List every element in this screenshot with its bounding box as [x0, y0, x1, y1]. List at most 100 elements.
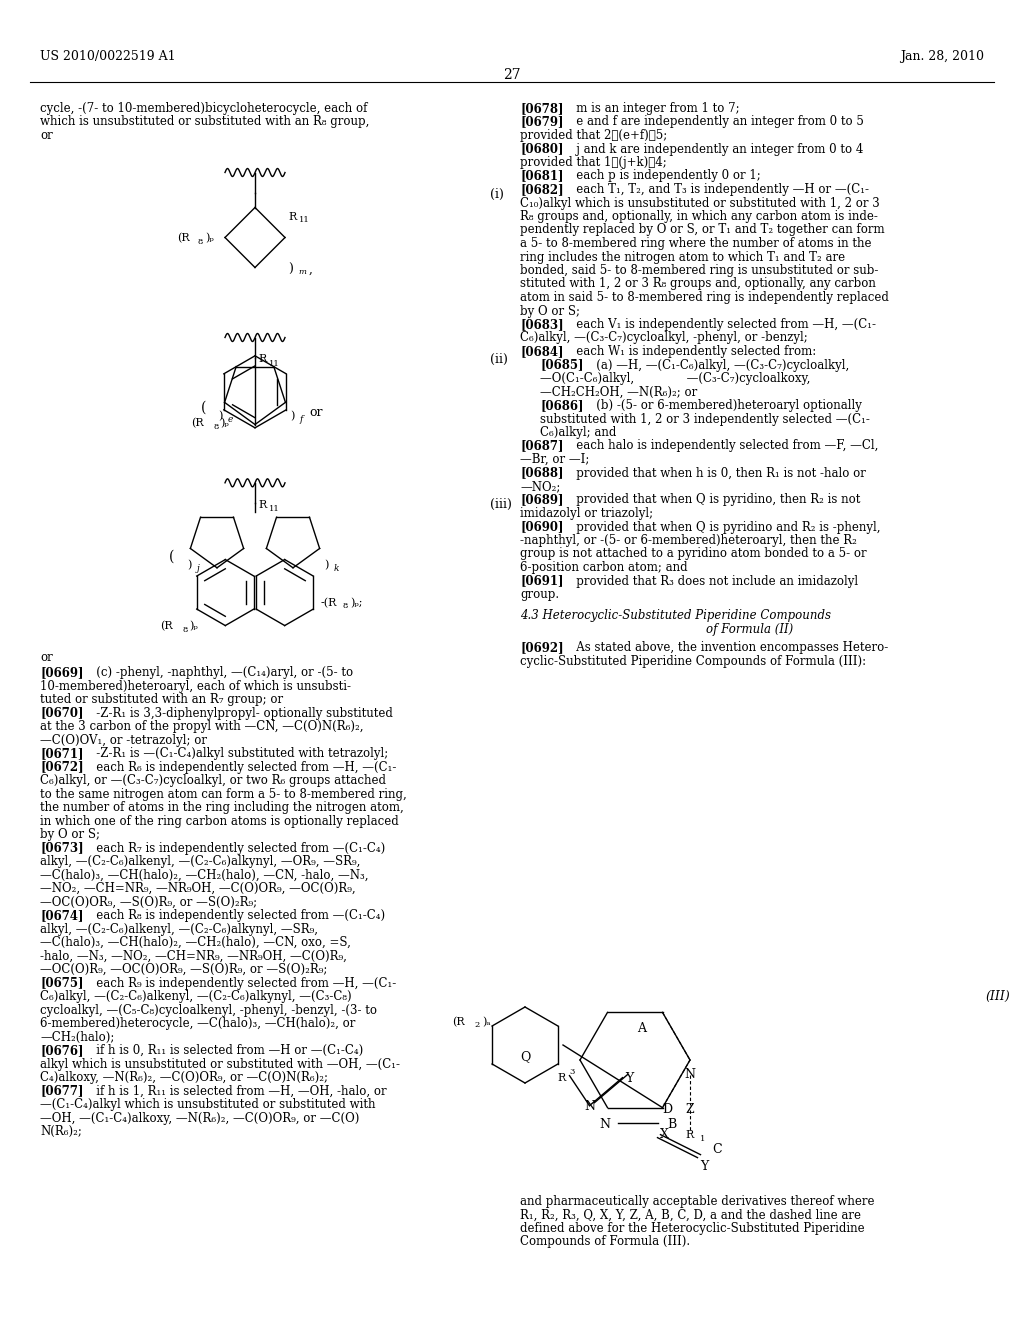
Text: [0691]: [0691] [520, 574, 563, 587]
Text: group.: group. [520, 587, 559, 601]
Text: N: N [599, 1118, 610, 1131]
Text: 10-membered)heteroaryl, each of which is unsubsti-: 10-membered)heteroaryl, each of which is… [40, 680, 351, 693]
Text: substituted with 1, 2 or 3 independently selected —(C₁-: substituted with 1, 2 or 3 independently… [540, 412, 869, 425]
Text: —OC(O)R₉, —OC(O)OR₉, —S(O)R₉, or —S(O)₂R₉;: —OC(O)R₉, —OC(O)OR₉, —S(O)R₉, or —S(O)₂R… [40, 964, 328, 975]
Text: —CH₂CH₂OH, —N(R₆)₂; or: —CH₂CH₂OH, —N(R₆)₂; or [540, 385, 697, 399]
Text: alkyl which is unsubstituted or substituted with —OH, —(C₁-: alkyl which is unsubstituted or substitu… [40, 1057, 400, 1071]
Text: )ₚ: )ₚ [205, 232, 214, 243]
Text: 1: 1 [700, 1135, 706, 1143]
Text: 8: 8 [213, 422, 218, 430]
Text: US 2010/0022519 A1: US 2010/0022519 A1 [40, 50, 176, 63]
Text: [0674]: [0674] [40, 909, 84, 923]
Text: alkyl, —(C₂-C₆)alkenyl, —(C₂-C₆)alkynyl, —SR₉,: alkyl, —(C₂-C₆)alkenyl, —(C₂-C₆)alkynyl,… [40, 923, 318, 936]
Text: -naphthyl, or -(5- or 6-membered)heteroaryl, then the R₂: -naphthyl, or -(5- or 6-membered)heteroa… [520, 535, 857, 546]
Text: Q: Q [520, 1049, 530, 1063]
Text: 8: 8 [343, 602, 348, 610]
Text: [0675]: [0675] [40, 977, 84, 990]
Text: (ii): (ii) [490, 352, 508, 366]
Text: or: or [40, 129, 53, 143]
Text: —OH, —(C₁-C₄)alkoxy, —N(R₆)₂, —C(O)OR₉, or —C(O): —OH, —(C₁-C₄)alkoxy, —N(R₆)₂, —C(O)OR₉, … [40, 1111, 359, 1125]
Text: cyclic-Substituted Piperidine Compounds of Formula (III):: cyclic-Substituted Piperidine Compounds … [520, 655, 866, 668]
Text: —Br, or —I;: —Br, or —I; [520, 453, 590, 466]
Text: provided that when Q is pyridino and R₂ is -phenyl,: provided that when Q is pyridino and R₂ … [565, 520, 881, 533]
Text: N: N [584, 1100, 595, 1113]
Text: pendently replaced by O or S, or T₁ and T₂ together can form: pendently replaced by O or S, or T₁ and … [520, 223, 885, 236]
Text: in which one of the ring carbon atoms is optionally replaced: in which one of the ring carbon atoms is… [40, 814, 398, 828]
Text: provided that R₃ does not include an imidazolyl: provided that R₃ does not include an imi… [565, 574, 858, 587]
Text: N(R₆)₂;: N(R₆)₂; [40, 1125, 82, 1138]
Text: each R₇ is independently selected from —(C₁-C₄): each R₇ is independently selected from —… [85, 842, 385, 854]
Text: (R: (R [452, 1016, 465, 1027]
Text: R: R [258, 355, 266, 364]
Text: m is an integer from 1 to 7;: m is an integer from 1 to 7; [565, 102, 739, 115]
Text: tuted or substituted with an R₇ group; or: tuted or substituted with an R₇ group; o… [40, 693, 283, 706]
Text: [0679]: [0679] [520, 116, 563, 128]
Text: (b) -(5- or 6-membered)heteroaryl optionally: (b) -(5- or 6-membered)heteroaryl option… [585, 399, 862, 412]
Text: R₁, R₂, R₃, Q, X, Y, Z, A, B, C, D, a and the dashed line are: R₁, R₂, R₃, Q, X, Y, Z, A, B, C, D, a an… [520, 1209, 861, 1221]
Text: (i): (i) [490, 187, 504, 201]
Text: each p is independently 0 or 1;: each p is independently 0 or 1; [565, 169, 761, 182]
Text: provided that 1≦(j+k)≦4;: provided that 1≦(j+k)≦4; [520, 156, 667, 169]
Text: -Z-R₁ is 3,3-diphenylpropyl- optionally substituted: -Z-R₁ is 3,3-diphenylpropyl- optionally … [85, 706, 393, 719]
Text: [0678]: [0678] [520, 102, 563, 115]
Text: [0684]: [0684] [520, 345, 563, 358]
Text: each W₁ is independently selected from:: each W₁ is independently selected from: [565, 345, 816, 358]
Text: ring includes the nitrogen atom to which T₁ and T₂ are: ring includes the nitrogen atom to which… [520, 251, 845, 264]
Text: -halo, —N₃, —NO₂, —CH=NR₉, —NR₉OH, —C(O)R₉,: -halo, —N₃, —NO₂, —CH=NR₉, —NR₉OH, —C(O)… [40, 949, 347, 962]
Text: provided that 2≦(e+f)≦5;: provided that 2≦(e+f)≦5; [520, 129, 668, 143]
Text: 8: 8 [182, 626, 187, 634]
Text: bonded, said 5- to 8-membered ring is unsubstituted or sub-: bonded, said 5- to 8-membered ring is un… [520, 264, 879, 277]
Text: [0669]: [0669] [40, 667, 84, 678]
Text: (III): (III) [985, 990, 1010, 1003]
Text: —(C₁-C₄)alkyl which is unsubstituted or substituted with: —(C₁-C₄)alkyl which is unsubstituted or … [40, 1098, 376, 1111]
Text: atom in said 5- to 8-membered ring is independently replaced: atom in said 5- to 8-membered ring is in… [520, 290, 889, 304]
Text: which is unsubstituted or substituted with an R₈ group,: which is unsubstituted or substituted wi… [40, 116, 370, 128]
Text: (c) -phenyl, -naphthyl, —(C₁₄)aryl, or -(5- to: (c) -phenyl, -naphthyl, —(C₁₄)aryl, or -… [85, 667, 353, 678]
Text: )ₚ: )ₚ [189, 620, 198, 631]
Text: C₆)alkyl, —(C₃-C₇)cycloalkyl, -phenyl, or -benzyl;: C₆)alkyl, —(C₃-C₇)cycloalkyl, -phenyl, o… [520, 331, 808, 345]
Text: [0681]: [0681] [520, 169, 563, 182]
Text: f: f [300, 414, 303, 424]
Text: —CH₂(halo);: —CH₂(halo); [40, 1031, 115, 1044]
Text: Y: Y [700, 1160, 709, 1172]
Text: (: ( [201, 400, 207, 414]
Text: 6-membered)heterocycle, —C(halo)₃, —CH(halo)₂, or: 6-membered)heterocycle, —C(halo)₃, —CH(h… [40, 1018, 355, 1030]
Text: B: B [668, 1118, 677, 1131]
Text: if h is 1, R₁₁ is selected from —H, —OH, -halo, or: if h is 1, R₁₁ is selected from —H, —OH,… [85, 1085, 387, 1097]
Text: [0676]: [0676] [40, 1044, 84, 1057]
Text: the number of atoms in the ring including the nitrogen atom,: the number of atoms in the ring includin… [40, 801, 403, 814]
Text: C₆)alkyl, or —(C₃-C₇)cycloalkyl, or two R₆ groups attached: C₆)alkyl, or —(C₃-C₇)cycloalkyl, or two … [40, 774, 386, 787]
Text: (R: (R [161, 620, 173, 631]
Text: of Formula (II): of Formula (II) [707, 623, 794, 636]
Text: [0687]: [0687] [520, 440, 563, 453]
Text: )ₚ;: )ₚ; [350, 598, 362, 609]
Text: [0671]: [0671] [40, 747, 84, 760]
Text: a 5- to 8-membered ring where the number of atoms in the: a 5- to 8-membered ring where the number… [520, 238, 871, 249]
Text: ): ) [290, 411, 294, 421]
Text: C₁₀)alkyl which is unsubstituted or substituted with 1, 2 or 3: C₁₀)alkyl which is unsubstituted or subs… [520, 197, 880, 210]
Text: [0690]: [0690] [520, 520, 563, 533]
Text: 27: 27 [503, 69, 521, 82]
Text: by O or S;: by O or S; [520, 305, 580, 318]
Text: R: R [258, 500, 266, 510]
Text: —C(halo)₃, —CH(halo)₂, —CH₂(halo), —CN, oxo, =S,: —C(halo)₃, —CH(halo)₂, —CH₂(halo), —CN, … [40, 936, 351, 949]
Text: [0683]: [0683] [520, 318, 563, 331]
Text: each T₁, T₂, and T₃ is independently —H or —(C₁-: each T₁, T₂, and T₃ is independently —H … [565, 183, 869, 195]
Text: 6-position carbon atom; and: 6-position carbon atom; and [520, 561, 688, 574]
Text: imidazolyl or triazolyl;: imidazolyl or triazolyl; [520, 507, 653, 520]
Text: -(R: -(R [321, 598, 337, 609]
Text: alkyl, —(C₂-C₆)alkenyl, —(C₂-C₆)alkynyl, —OR₉, —SR₉,: alkyl, —(C₂-C₆)alkenyl, —(C₂-C₆)alkynyl,… [40, 855, 360, 869]
Text: and pharmaceutically acceptable derivatives thereof where: and pharmaceutically acceptable derivati… [520, 1195, 874, 1208]
Text: each halo is independently selected from —F, —Cl,: each halo is independently selected from… [565, 440, 879, 453]
Text: each R₆ is independently selected from —H, —(C₁-: each R₆ is independently selected from —… [85, 760, 396, 774]
Text: —OC(O)OR₉, —S(O)R₉, or —S(O)₂R₉;: —OC(O)OR₉, —S(O)R₉, or —S(O)₂R₉; [40, 895, 257, 908]
Text: each R₉ is independently selected from —H, —(C₁-: each R₉ is independently selected from —… [85, 977, 396, 990]
Text: 3: 3 [569, 1068, 574, 1076]
Text: 11: 11 [269, 504, 280, 512]
Text: )ₚ: )ₚ [220, 418, 228, 428]
Text: j and k are independently an integer from 0 to 4: j and k are independently an integer fro… [565, 143, 863, 156]
Text: ): ) [324, 560, 329, 570]
Text: [0688]: [0688] [520, 466, 563, 479]
Text: C: C [713, 1143, 722, 1155]
Text: cycle, -(7- to 10-membered)bicycloheterocycle, each of: cycle, -(7- to 10-membered)bicyclohetero… [40, 102, 368, 115]
